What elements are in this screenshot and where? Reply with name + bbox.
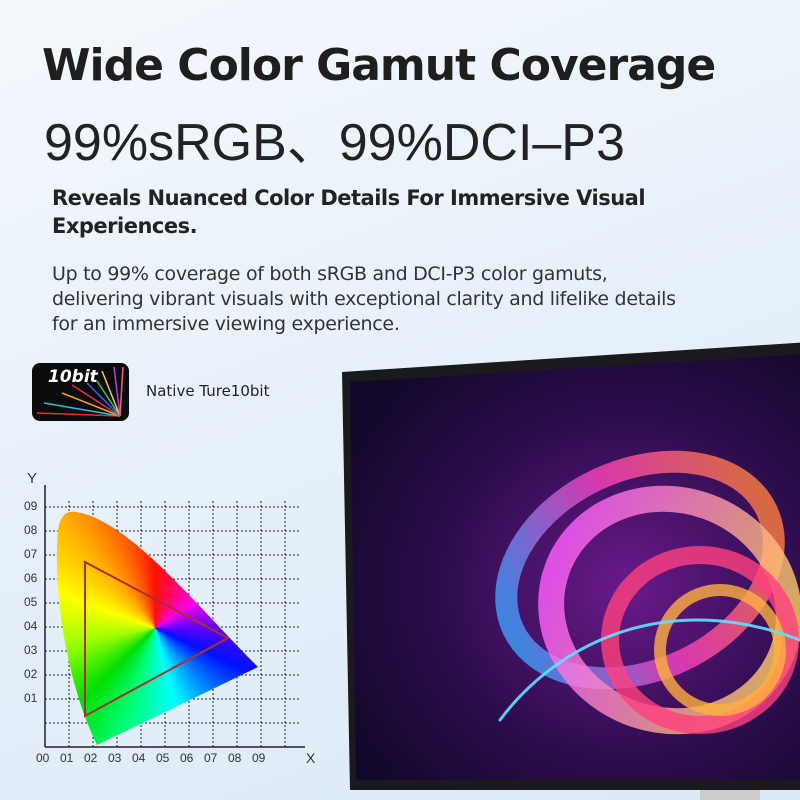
y-tick-label: 08 [24,523,38,537]
y-tick-label: 07 [24,547,38,561]
y-tick-label: 05 [24,595,38,609]
x-tick-label: 07 [204,751,218,765]
x-tick-label: 01 [60,751,74,765]
x-tick-label: 08 [228,751,242,765]
x-tick-label: 00 [36,751,50,765]
x-tick-label: 02 [84,751,98,765]
y-tick-label: 02 [24,667,38,681]
gamut-spec: 99%sRGB、99%DCI–P3 [44,114,625,172]
x-axis-label: X [306,750,316,766]
10bit-badge: 10bit [32,363,129,421]
gamut-diagram [44,485,305,748]
monitor-image [342,342,800,800]
x-tick-label: 03 [108,751,122,765]
gamut-area [56,511,258,745]
y-tick-label: 04 [24,619,38,633]
subtitle: Reveals Nuanced Color Details For Immers… [52,186,646,238]
x-tick-label: 06 [180,751,194,765]
badge-text: 10bit [48,367,98,387]
native-10bit-label: Native Ture10bit [146,382,270,400]
y-tick-label: 09 [24,499,38,513]
y-tick-label: 01 [24,691,38,705]
page-title: Wide Color Gamut Coverage [42,40,716,91]
y-axis-label: Y [27,470,38,487]
description: Up to 99% coverage of both sRGB and DCI-… [52,263,676,335]
color-rays-icon [36,366,124,417]
y-tick-label: 06 [24,571,38,585]
y-tick-label: 03 [24,643,38,657]
srgb-triangle [84,560,231,718]
x-tick-label: 05 [156,751,170,765]
x-tick-label: 09 [252,751,266,765]
x-tick-label: 04 [132,751,146,765]
